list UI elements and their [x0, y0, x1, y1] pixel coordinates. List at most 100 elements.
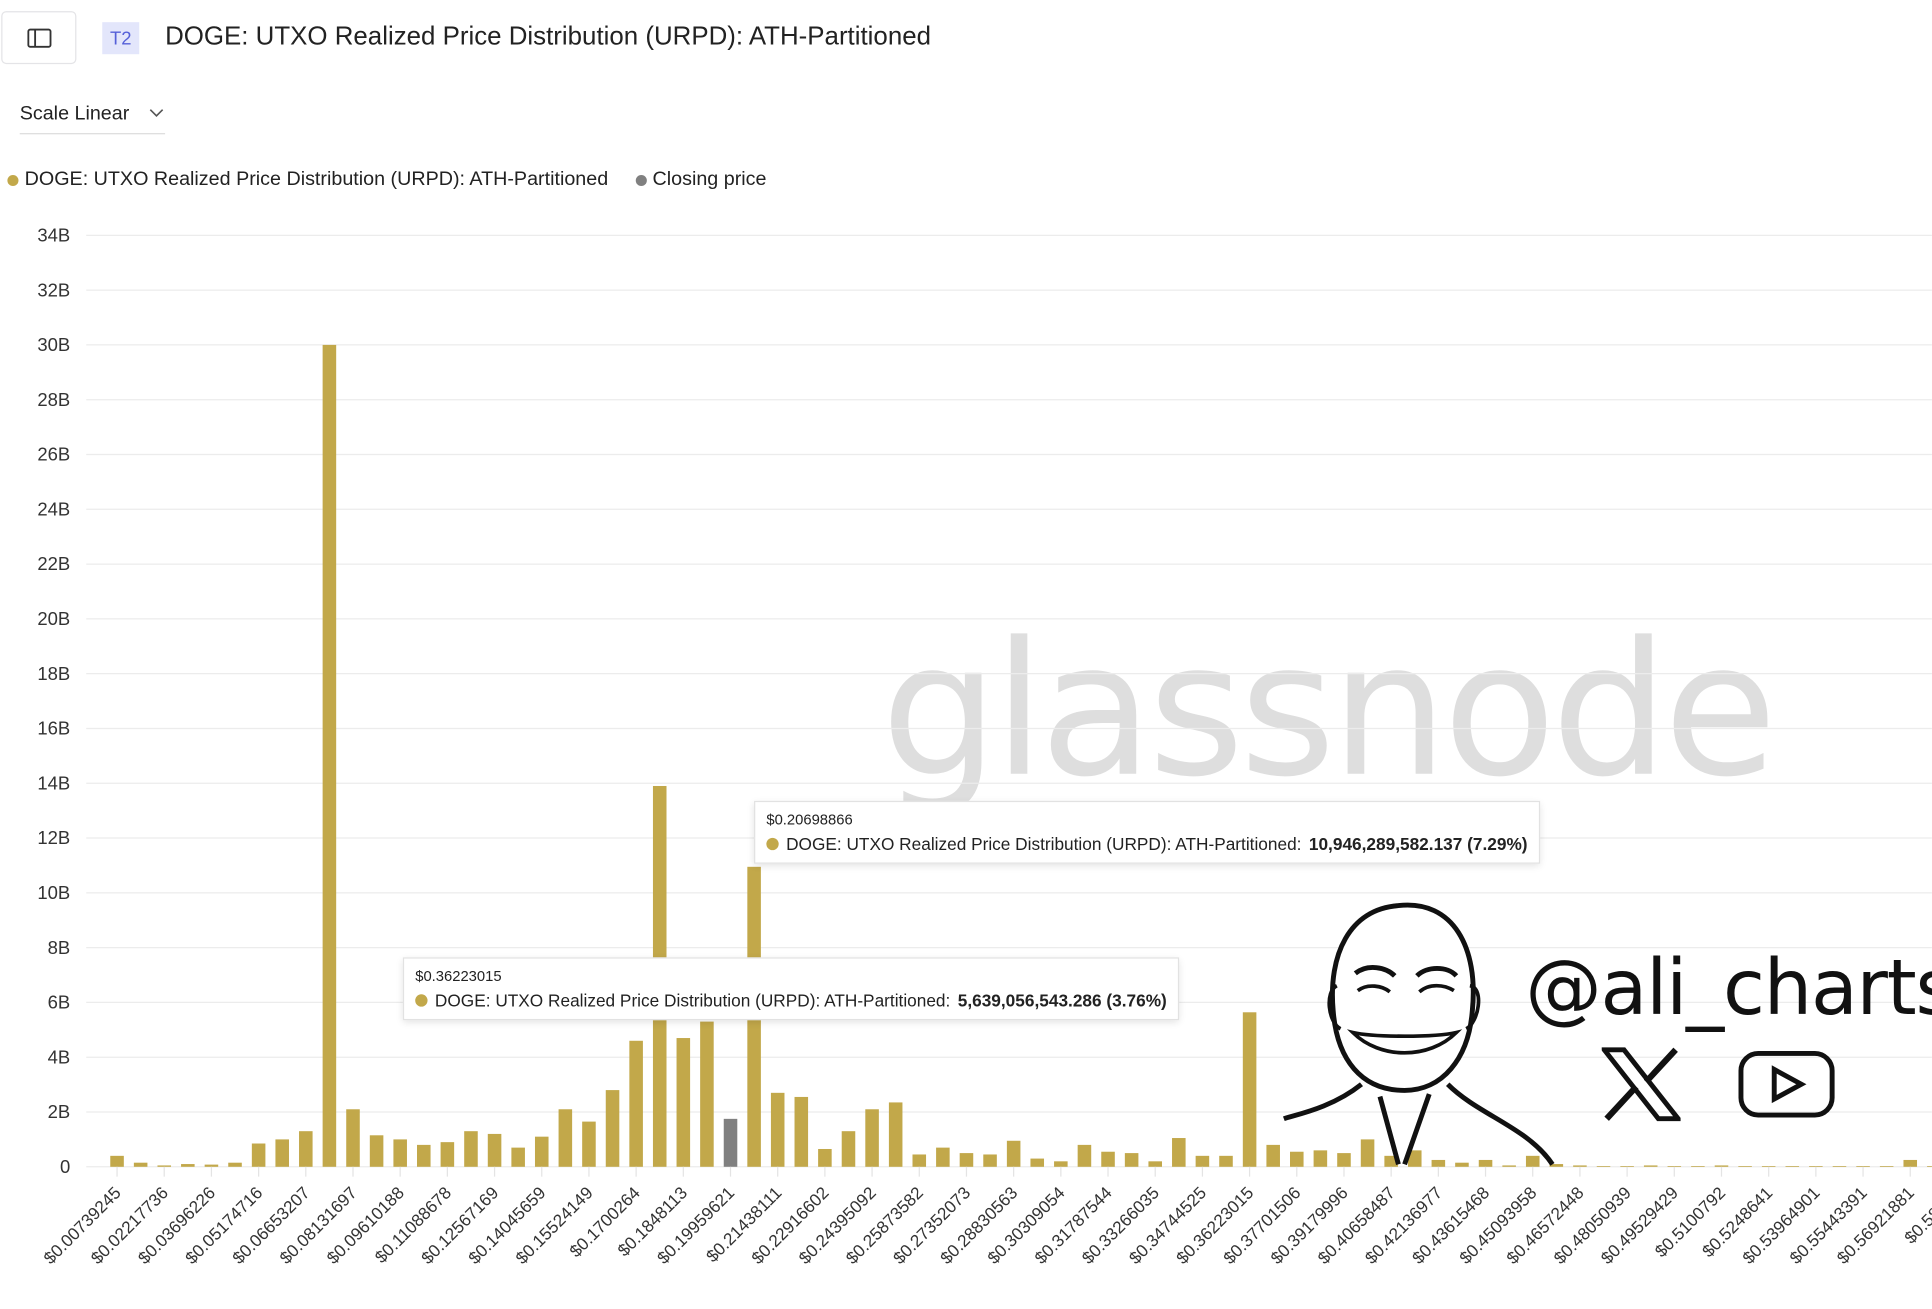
bar[interactable] [110, 1155, 124, 1167]
sidebar-toggle-button[interactable] [1, 11, 77, 65]
y-tick-label: 32B [37, 279, 70, 300]
bar[interactable] [1101, 1151, 1115, 1167]
legend-dot [635, 174, 647, 186]
avatar-illustration [1282, 902, 1555, 1166]
bar[interactable] [1903, 1159, 1918, 1167]
bar[interactable] [676, 1038, 691, 1167]
bar[interactable] [605, 1090, 620, 1167]
bar[interactable] [1879, 1166, 1894, 1167]
bar[interactable] [1761, 1166, 1776, 1167]
bar[interactable] [487, 1133, 502, 1167]
bar[interactable] [1856, 1166, 1870, 1167]
bar[interactable] [511, 1147, 525, 1167]
sidebar-toggle-icon [26, 28, 51, 48]
tooltip-price: $0.36223015 [415, 967, 502, 985]
tooltip-series: DOGE: UTXO Realized Price Distribution (… [786, 834, 1302, 854]
bar[interactable] [936, 1147, 950, 1167]
bar[interactable] [1360, 1139, 1375, 1167]
bar[interactable] [393, 1139, 407, 1167]
bar[interactable] [1714, 1165, 1729, 1167]
bar[interactable] [1195, 1155, 1210, 1167]
bar[interactable] [700, 1021, 714, 1167]
bar[interactable] [299, 1131, 313, 1167]
bar[interactable] [865, 1109, 879, 1167]
bar[interactable] [1242, 1012, 1257, 1167]
bar[interactable] [794, 1096, 809, 1167]
legend-item-closing-price[interactable]: Closing price [635, 169, 766, 191]
y-tick-label: 12B [37, 827, 70, 848]
bar[interactable] [1431, 1159, 1446, 1167]
bar[interactable] [1525, 1155, 1540, 1167]
bar[interactable] [1832, 1166, 1847, 1167]
bar[interactable] [1809, 1166, 1823, 1167]
bar[interactable] [582, 1121, 596, 1167]
bar[interactable] [1077, 1144, 1092, 1167]
bar[interactable] [1384, 1155, 1398, 1167]
bar[interactable] [1691, 1166, 1705, 1167]
bar[interactable] [1266, 1144, 1280, 1167]
bar[interactable] [346, 1109, 360, 1167]
bar[interactable] [275, 1139, 289, 1167]
legend-item-urpd[interactable]: DOGE: UTXO Realized Price Distribution (… [7, 169, 608, 191]
y-tick-label: 34B [37, 224, 70, 245]
bar[interactable] [1148, 1161, 1162, 1167]
bar[interactable] [1620, 1166, 1634, 1167]
y-tick-label: 26B [37, 444, 70, 465]
bar[interactable] [1573, 1165, 1587, 1167]
bar[interactable] [181, 1164, 195, 1167]
bar[interactable] [983, 1154, 997, 1167]
bar[interactable] [464, 1131, 478, 1167]
bar[interactable] [1290, 1151, 1304, 1167]
bar[interactable] [157, 1165, 172, 1167]
bar[interactable] [322, 344, 337, 1167]
bar[interactable] [534, 1136, 549, 1167]
bar[interactable] [1478, 1159, 1493, 1167]
bar[interactable] [1667, 1166, 1682, 1167]
bar[interactable] [1455, 1162, 1469, 1167]
bar[interactable] [770, 1092, 785, 1167]
bar[interactable] [1407, 1150, 1422, 1167]
bar[interactable] [1596, 1166, 1611, 1167]
bar[interactable] [959, 1153, 974, 1167]
bar[interactable] [204, 1164, 219, 1167]
y-tick-label: 18B [37, 663, 70, 684]
legend-dot [7, 174, 19, 186]
x-logo-icon [1601, 1047, 1681, 1122]
y-tick-label: 28B [37, 389, 70, 410]
bar[interactable] [1030, 1158, 1045, 1167]
bar[interactable] [558, 1109, 573, 1167]
bar[interactable] [841, 1131, 856, 1167]
bar[interactable] [1219, 1155, 1233, 1167]
bar[interactable] [1054, 1161, 1068, 1167]
bar[interactable] [1738, 1166, 1752, 1167]
page-title: DOGE: UTXO Realized Price Distribution (… [165, 22, 932, 51]
scale-label: Scale Linear [19, 103, 130, 125]
bar[interactable] [1785, 1166, 1800, 1167]
bar[interactable] [417, 1144, 431, 1167]
bar[interactable] [912, 1154, 927, 1167]
y-tick-label: 20B [37, 608, 70, 629]
bar[interactable] [1313, 1150, 1328, 1167]
bar[interactable] [369, 1135, 384, 1167]
bar[interactable] [133, 1162, 148, 1167]
bar[interactable] [1502, 1165, 1516, 1167]
bar[interactable] [723, 1118, 738, 1167]
scale-dropdown[interactable]: Scale Linear [19, 103, 166, 135]
chart-legend: DOGE: UTXO Realized Price Distribution (… [7, 169, 766, 191]
bar[interactable] [1006, 1140, 1021, 1167]
y-tick-label: 0 [60, 1156, 70, 1177]
tooltip-value: 5,639,056,543.286 (3.76%) [957, 990, 1167, 1011]
bar[interactable] [629, 1040, 643, 1167]
bar[interactable] [818, 1148, 832, 1167]
bar[interactable] [440, 1142, 455, 1167]
bar[interactable] [228, 1162, 242, 1167]
bar[interactable] [1337, 1153, 1351, 1167]
bar[interactable] [1124, 1153, 1139, 1167]
bar[interactable] [1549, 1164, 1564, 1167]
bar[interactable] [1927, 1166, 1932, 1167]
y-tick-label: 6B [48, 992, 71, 1013]
bar[interactable] [1643, 1165, 1658, 1167]
bar[interactable] [1172, 1138, 1186, 1167]
bar[interactable] [888, 1102, 903, 1167]
bar[interactable] [251, 1143, 266, 1167]
